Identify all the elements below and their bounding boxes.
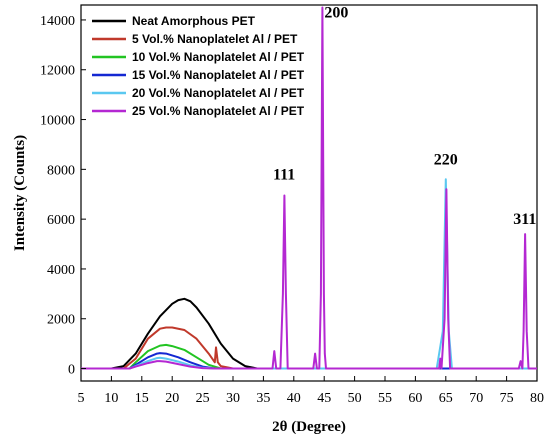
x-tick-label: 35: [256, 391, 270, 406]
y-tick-label: 10000: [40, 114, 75, 129]
series-line-1: [81, 297, 537, 370]
series-layer: [81, 6, 537, 370]
peak-label-220: 220: [434, 151, 458, 168]
x-tick-label: 30: [226, 391, 240, 406]
x-tick-label: 50: [348, 391, 362, 406]
y-tick-label: 4000: [47, 263, 75, 278]
y-tick-label: 14000: [40, 14, 75, 29]
x-tick-label: 15: [135, 391, 149, 406]
legend-label-6: 25 Vol.% Nanoplatelet Al / PET: [132, 104, 305, 118]
x-tick-label: 80: [530, 391, 544, 406]
legend: Neat Amorphous PET 5 Vol.% Nanoplatelet A…: [92, 14, 305, 118]
legend-label-5: 20 Vol.% Nanoplatelet Al / PET: [132, 86, 305, 100]
y-axis-title: Intensity (Counts): [12, 135, 28, 251]
x-axis-ticks: 5 10 15 20 25 30 35 40 45 50 55 60 65 70 75 80: [78, 376, 544, 406]
x-tick-label: 60: [408, 391, 422, 406]
y-tick-label: 8000: [47, 163, 75, 178]
y-tick-label: 6000: [47, 213, 75, 228]
x-tick-label: 70: [469, 391, 483, 406]
series-line-6: [81, 6, 537, 370]
x-tick-label: 20: [165, 391, 179, 406]
x-axis-title: 2θ (Degree): [272, 419, 346, 435]
legend-label-4: 15 Vol.% Nanoplatelet Al / PET: [132, 68, 305, 82]
x-tick-label: 25: [196, 391, 210, 406]
x-tick-label: 40: [287, 391, 301, 406]
x-tick-label: 75: [500, 391, 514, 406]
legend-label-1: Neat Amorphous PET: [132, 14, 256, 28]
plot-frame: [80, 4, 538, 382]
x-tick-label: 45: [317, 391, 331, 406]
y-tick-label: 2000: [47, 313, 75, 328]
x-tick-label: 5: [78, 391, 85, 406]
x-tick-label: 55: [378, 391, 392, 406]
peak-annotations: 111 200 220 311: [273, 4, 536, 228]
y-axis-ticks: 0 2000 4000 6000 8000 10000 12000 14000: [40, 14, 86, 378]
series-line-2: [81, 326, 537, 370]
y-tick-label: 12000: [40, 64, 75, 79]
series-line-3: [81, 343, 537, 370]
series-line-5: [81, 178, 537, 370]
x-tick-label: 10: [104, 391, 118, 406]
legend-label-2: 5 Vol.% Nanoplatelet Al / PET: [132, 32, 298, 46]
peak-label-200: 200: [324, 4, 348, 21]
peak-label-311: 311: [513, 211, 536, 228]
legend-label-3: 10 Vol.% Nanoplatelet Al / PET: [132, 50, 305, 64]
x-tick-label: 65: [439, 391, 453, 406]
peak-label-111: 111: [273, 166, 295, 183]
y-tick-label: 0: [68, 363, 75, 378]
